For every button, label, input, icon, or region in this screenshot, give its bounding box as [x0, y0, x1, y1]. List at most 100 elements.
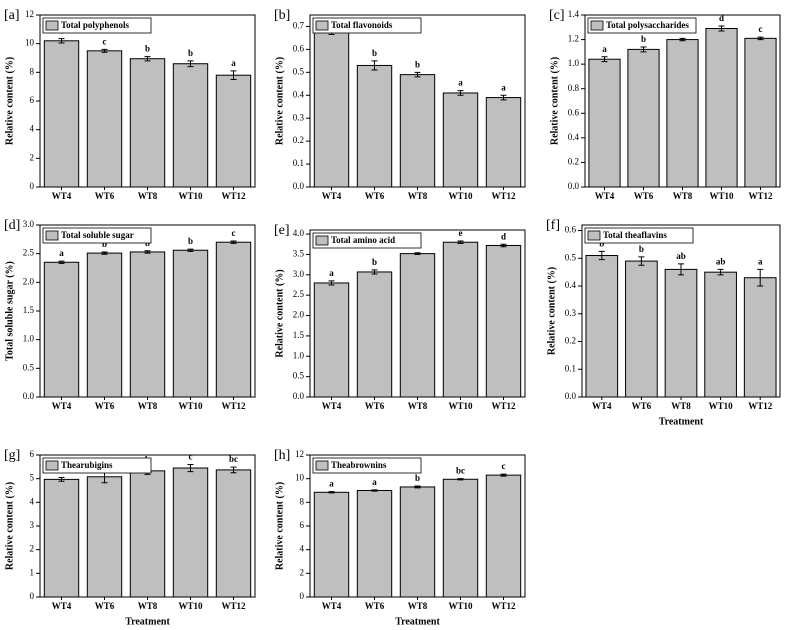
y-tick-label: 1.5 — [293, 330, 305, 340]
bar — [588, 58, 621, 188]
error-bar — [500, 94, 507, 101]
error-bar — [414, 71, 421, 78]
significance-letter: b — [599, 238, 604, 248]
legend-swatch — [315, 235, 329, 246]
bar — [172, 467, 209, 598]
significance-letter: bc — [456, 466, 465, 476]
y-tick-label: 4 — [300, 544, 305, 554]
y-tick-label: 0.8 — [568, 83, 580, 93]
error-bar — [414, 485, 421, 489]
x-tick-label: WT6 — [365, 191, 385, 201]
legend-swatch — [590, 20, 604, 31]
significance-letter: b — [639, 244, 644, 254]
plot-frame — [39, 454, 256, 598]
legend-label: Total flavonoids — [331, 20, 393, 30]
x-tick-label: WT4 — [322, 601, 342, 611]
y-tick-label: 2.0 — [23, 276, 35, 286]
y-tick-label: 4.0 — [293, 228, 305, 238]
x-tick-label: WT4 — [322, 191, 342, 201]
bar — [743, 277, 777, 398]
x-tick-label: WT8 — [408, 401, 428, 411]
legend-label: Total amino acid — [331, 235, 395, 245]
panel-label: [b] — [274, 8, 290, 23]
bar — [129, 251, 166, 398]
y-tick-label: 0.2 — [568, 156, 579, 166]
y-tick-label: 0.7 — [293, 21, 305, 31]
y-tick-label: 2 — [30, 544, 35, 554]
y-tick-label: 1.0 — [568, 58, 580, 68]
bar — [172, 249, 209, 398]
y-tick-label: 3.0 — [23, 219, 35, 229]
significance-letter: b — [188, 48, 193, 58]
legend-box — [312, 232, 422, 249]
panel-label: [a] — [4, 8, 20, 23]
plot-frame — [309, 454, 526, 598]
y-tick-label: 10 — [25, 38, 35, 48]
y-tick-label: 0.6 — [568, 107, 580, 117]
bar — [129, 58, 166, 188]
y-tick-label: 1 — [30, 567, 35, 577]
x-tick-label: WT4 — [595, 191, 615, 201]
panel: [a]Relative content (%)024681012dcbbaTot… — [4, 8, 256, 201]
x-tick-label: WT12 — [491, 401, 516, 411]
x-tick-label: WT12 — [221, 191, 246, 201]
error-bar — [757, 36, 764, 41]
y-axis-label: Relative content (%) — [274, 482, 285, 570]
x-tick-label: WT8 — [671, 401, 691, 411]
bar — [625, 260, 658, 398]
y-tick-label: 0.0 — [293, 181, 305, 191]
significance-letter: b — [102, 239, 107, 249]
plot-frame — [309, 14, 526, 188]
significance-letter: a — [329, 268, 334, 278]
significance-letter: a — [602, 44, 607, 54]
y-tick-label: 0.3 — [565, 308, 577, 318]
error-bar — [144, 56, 151, 62]
y-tick-label: 0.5 — [293, 66, 305, 76]
error-bar — [230, 240, 237, 244]
y-tick-label: 2.5 — [293, 289, 305, 299]
significance-letter: a — [758, 256, 763, 266]
plot-frame — [39, 224, 256, 398]
y-tick-label: 0.4 — [293, 89, 305, 99]
significance-letter: b — [641, 34, 646, 44]
bar — [744, 37, 777, 188]
plot-frame — [309, 229, 526, 398]
x-tick-label: WT8 — [408, 601, 428, 611]
x-tick-label: WT6 — [634, 191, 654, 201]
plot-frame — [581, 224, 781, 398]
y-tick-label: 4 — [30, 124, 35, 134]
y-tick-label: 4 — [30, 496, 35, 506]
error-bar — [598, 250, 605, 261]
legend-label: Total polysaccharides — [606, 20, 689, 30]
bar — [313, 31, 350, 188]
significance-letter: b — [372, 257, 377, 267]
x-tick-label: WT6 — [95, 191, 115, 201]
x-tick-label: WT10 — [178, 401, 203, 411]
significance-letter: a — [329, 479, 334, 489]
legend-box — [312, 17, 422, 34]
bar — [627, 48, 660, 188]
y-tick-label: 1.5 — [23, 305, 35, 315]
x-tick-label: WT4 — [322, 401, 342, 411]
error-bar — [718, 25, 725, 32]
error-bar — [101, 48, 108, 53]
bar — [485, 244, 522, 398]
y-axis-label: Relative content (%) — [4, 482, 15, 570]
x-tick-label: WT10 — [178, 191, 203, 201]
x-axis-label: Treatment — [125, 616, 170, 627]
legend-box — [587, 17, 697, 34]
error-bar — [230, 70, 237, 80]
panel: [g]Relative content (%)Treatment0123456a… — [4, 448, 256, 627]
y-tick-label: 2 — [300, 567, 305, 577]
legend-swatch — [45, 20, 59, 31]
bar — [704, 271, 737, 398]
significance-letter: ab — [676, 251, 686, 261]
legend-box — [42, 17, 152, 34]
y-tick-label: 0.0 — [293, 391, 305, 401]
y-tick-label: 6 — [300, 520, 305, 530]
bar — [442, 241, 479, 398]
bar — [664, 268, 698, 398]
significance-letter: c — [103, 36, 107, 46]
y-axis-label: Relative content (%) — [274, 57, 285, 145]
significance-letter: bc — [229, 454, 238, 464]
